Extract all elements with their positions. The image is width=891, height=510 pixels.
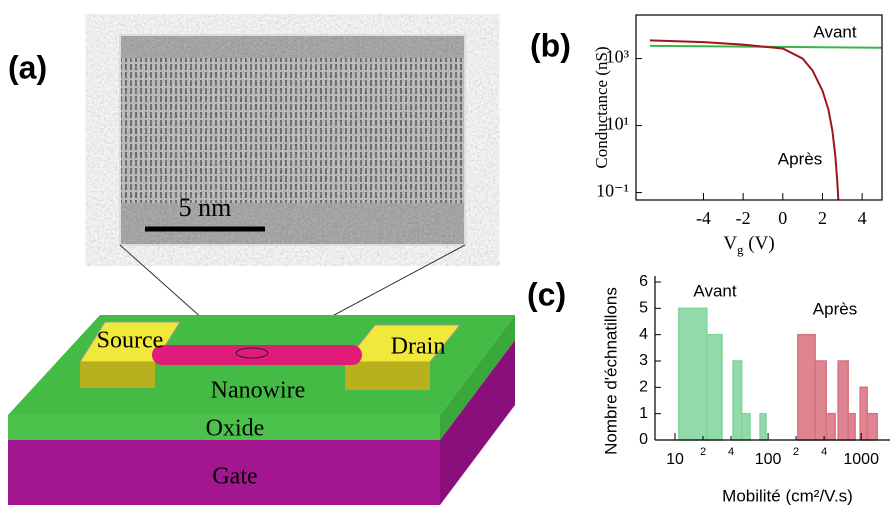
device-label: Nanowire [211,378,306,404]
series-label: Après [778,149,822,168]
tem-border [119,34,466,246]
x-tick-label: 2 [700,446,706,458]
x-tick-label: 0 [778,208,787,228]
y-tick-label: 3 [639,352,648,369]
y-tick-label: 4 [639,326,648,343]
bar [740,412,751,441]
line [649,39,840,201]
panel-label: (a) [8,49,47,85]
x-tick-label: 4 [821,446,827,458]
x-axis-label: Vg (V) [723,233,774,257]
bar [759,412,767,441]
bar [732,360,743,441]
tem-noise [120,35,465,245]
axes-frame [635,14,883,201]
bar [859,386,868,441]
drain-pad-side [345,362,430,390]
oxide-side [440,315,515,440]
y-tick-label: 0 [639,431,648,448]
x-tick-label: 1000 [843,451,879,468]
device-label: Drain [391,334,446,360]
source-pad-side [80,362,155,388]
x-tick-label: 2 [818,208,827,228]
panel-label: (b) [530,27,571,63]
x-axis-label: Mobilité (cm²/V.s) [722,486,853,505]
gate-front [8,440,440,505]
panel-a: (a) 5 nm Source Drain Nanowire Oxide Gat… [8,34,515,505]
y-tick-label: 6 [639,273,648,290]
x-tick-label: 4 [858,208,867,228]
oxide-front [8,415,440,440]
y-axis-label: Conductance (nS) [592,46,611,168]
series-label: Après [813,299,857,318]
x-label-sub: g [737,242,744,257]
y-tick-label: 10⁻¹ [596,181,629,201]
panel-label: (c) [527,276,566,312]
bar [866,412,878,441]
y-tick-label: 1 [639,405,648,422]
y-tick-label: 2 [639,379,648,396]
bar [797,333,816,441]
x-label-main: V [723,233,737,254]
zoom-ellipse [235,347,269,359]
bar [825,412,836,441]
y-tick-label: 10¹ [606,114,629,134]
nanowire [152,345,362,365]
y-axis-label: Nombre d'échnatillons [601,287,620,455]
x-tick-label: 4 [728,446,734,458]
x-tick-label: 2 [793,446,799,458]
series-label: Avant [813,22,856,41]
scale-label: 5 nm [179,193,232,222]
x-tick-label: -4 [696,208,711,228]
device-label: Source [97,328,164,354]
x-label-unit: (V) [744,233,775,254]
x-tick-label: 10 [666,451,684,468]
y-tick-label: 10³ [606,47,630,67]
bar [847,412,856,441]
x-tick-label: -2 [736,208,751,228]
bar [837,360,849,441]
bar [678,307,708,441]
bar [706,333,723,441]
device-label: Oxide [206,416,265,442]
x-tick-label: 100 [755,451,782,468]
gate-side [440,340,515,505]
y-tick-label: 5 [639,300,648,317]
series-label: Avant [693,281,736,300]
device-label: Gate [212,464,257,490]
bar [814,360,827,441]
